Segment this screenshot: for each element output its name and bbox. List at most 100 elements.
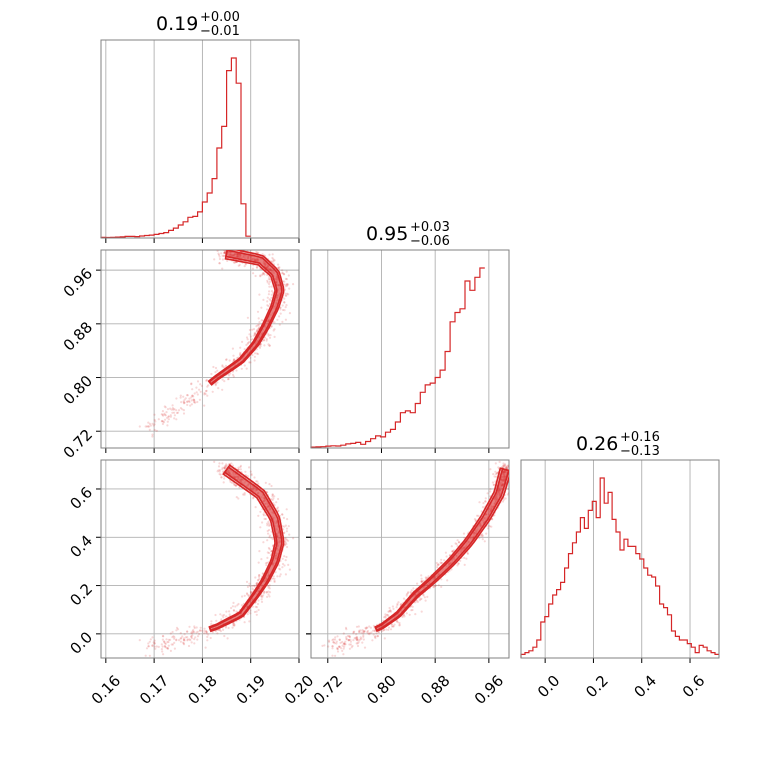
sample-point <box>225 358 228 361</box>
sample-point <box>267 268 270 271</box>
sample-point <box>353 630 356 633</box>
sample-point <box>465 557 468 560</box>
sample-point <box>239 465 242 469</box>
sample-point <box>262 272 265 275</box>
sample-point <box>332 641 335 644</box>
sample-point <box>162 420 165 423</box>
sample-point <box>190 637 193 640</box>
sample-point <box>192 630 195 633</box>
sample-point <box>266 265 269 268</box>
sample-point <box>234 247 236 249</box>
sample-point <box>279 306 282 309</box>
sample-point <box>147 645 150 648</box>
sample-point <box>144 425 147 428</box>
sample-point <box>236 256 240 259</box>
sample-point <box>276 534 279 537</box>
sample-point <box>288 533 291 536</box>
sample-point <box>247 341 250 344</box>
sample-point <box>222 616 225 619</box>
sample-point <box>268 280 271 283</box>
title-value: 0.19 <box>156 13 198 35</box>
sample-point <box>458 541 461 544</box>
sample-point <box>252 584 256 587</box>
sample-point <box>416 600 419 604</box>
sample-point <box>233 246 235 248</box>
sample-point <box>231 347 234 350</box>
sample-point <box>501 475 504 478</box>
sample-point <box>287 525 290 528</box>
sample-point <box>169 415 172 418</box>
sample-point <box>359 638 362 641</box>
sample-point <box>171 630 174 634</box>
sample-point <box>192 398 195 401</box>
sample-point <box>507 465 509 469</box>
sample-point <box>175 397 178 400</box>
sample-point <box>437 563 440 566</box>
sample-point <box>501 482 504 486</box>
sample-point <box>503 470 506 473</box>
sample-point <box>278 284 281 287</box>
sample-point <box>274 522 277 525</box>
sample-point <box>498 488 501 491</box>
sample-point <box>460 550 463 553</box>
sample-point <box>478 501 481 504</box>
sample-point <box>268 483 271 486</box>
sample-point <box>279 568 282 571</box>
sample-point <box>175 629 178 632</box>
sample-point <box>482 502 485 505</box>
sample-point <box>381 630 384 633</box>
sample-point <box>245 343 248 347</box>
sample-point <box>420 580 423 583</box>
sample-point <box>478 537 481 540</box>
sample-point <box>253 359 256 362</box>
panel-frame <box>100 39 300 239</box>
sample-point <box>251 587 254 591</box>
sample-point <box>245 580 249 584</box>
sample-point <box>163 405 166 408</box>
sample-point <box>499 486 502 489</box>
sample-point <box>246 613 249 616</box>
sample-point <box>279 308 282 311</box>
x-tick-label: 0.80 <box>363 672 399 708</box>
sample-point <box>502 464 505 467</box>
sample-point <box>205 632 208 635</box>
sample-point <box>206 635 209 639</box>
sample-point <box>253 257 256 260</box>
sample-point <box>405 593 408 596</box>
sample-point <box>495 497 498 500</box>
sample-point <box>507 464 509 467</box>
histogram-param-1 <box>100 39 300 243</box>
sample-point <box>205 630 208 634</box>
sample-point <box>160 643 163 646</box>
sample-point <box>285 270 288 273</box>
sample-point <box>450 545 453 548</box>
sample-point <box>176 628 180 631</box>
sample-point <box>270 325 273 328</box>
sample-point <box>501 478 504 481</box>
sample-point <box>250 257 254 261</box>
sample-point <box>223 477 226 480</box>
sample-point <box>284 292 287 295</box>
sample-point <box>210 620 213 623</box>
sample-point <box>186 394 189 397</box>
sample-point <box>360 631 363 634</box>
sample-point <box>392 607 395 611</box>
sample-point <box>260 558 263 561</box>
sample-point <box>285 278 288 281</box>
sample-point <box>507 487 509 490</box>
sample-point <box>402 597 406 600</box>
sample-point <box>266 281 269 284</box>
sample-point <box>417 590 421 593</box>
sample-point <box>267 593 270 596</box>
sample-point <box>251 328 254 331</box>
sample-point <box>274 552 278 555</box>
sample-point <box>272 259 275 262</box>
sample-point <box>342 653 345 656</box>
sample-point <box>221 258 224 261</box>
sample-point <box>183 639 186 642</box>
sample-point <box>223 366 226 369</box>
sample-point <box>250 473 253 476</box>
sample-point <box>228 610 231 613</box>
sample-point <box>248 340 251 344</box>
sample-point <box>343 642 346 645</box>
